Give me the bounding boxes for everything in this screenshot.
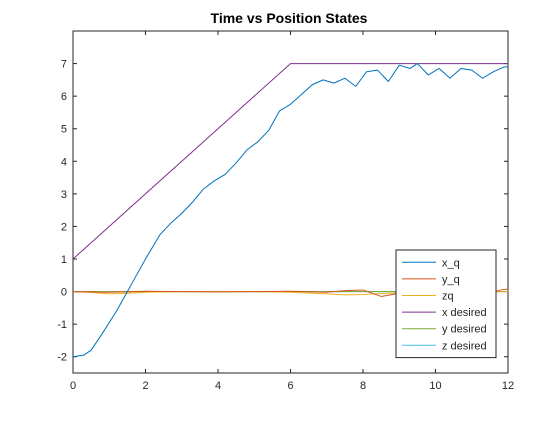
y-tick-label: 3	[61, 189, 67, 201]
x-tick-label: 0	[70, 380, 76, 392]
legend-label: x_q	[442, 257, 460, 269]
legend-label: y_q	[442, 274, 460, 286]
x-tick-label: 2	[142, 380, 148, 392]
legend-box	[395, 249, 497, 359]
series-line-x-desired	[73, 63, 508, 260]
y-tick-label: -1	[57, 319, 67, 331]
y-tick-label: 5	[61, 124, 67, 136]
y-tick-label: 1	[61, 254, 67, 266]
y-tick-label: 6	[61, 91, 67, 103]
y-tick-label: 4	[61, 156, 67, 168]
x-tick-label: 4	[215, 380, 221, 392]
legend-label: zq	[442, 291, 454, 303]
x-tick-label: 10	[429, 380, 441, 392]
series-line-x-q	[73, 63, 508, 358]
y-tick-label: 7	[61, 59, 67, 71]
y-tick-label: 2	[61, 221, 67, 233]
legend-label: z desired	[442, 340, 487, 352]
x-tick-label: 12	[502, 380, 514, 392]
x-tick-label: 8	[360, 380, 366, 392]
x-tick-label: 6	[287, 380, 293, 392]
y-tick-label: 0	[61, 287, 67, 299]
legend-label: y desired	[442, 324, 487, 336]
chart-title: Time vs Position States	[211, 10, 368, 26]
legend: x_q y_qzq x desired y desired z desired	[395, 249, 497, 359]
y-tick-label: -2	[57, 352, 67, 364]
legend-label: x desired	[442, 307, 487, 319]
